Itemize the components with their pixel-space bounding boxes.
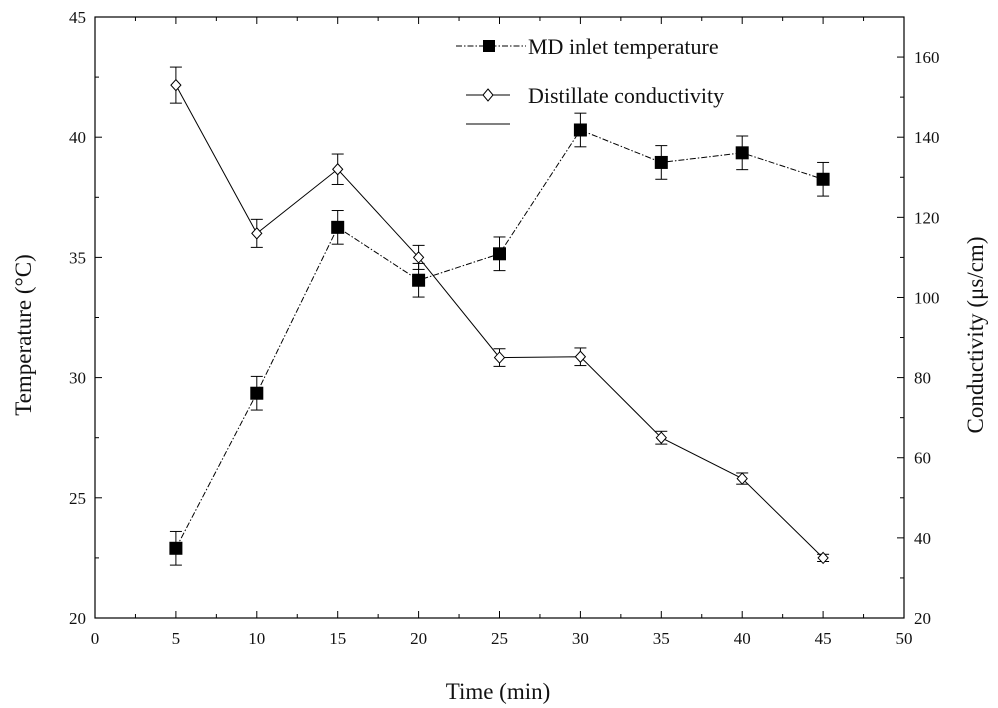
plot-frame (94, 16, 905, 619)
y-left-tick-label: 20 (69, 609, 86, 628)
y-right-tick-label: 60 (914, 449, 931, 468)
y-right-tick-label: 80 (914, 369, 931, 388)
legend-label-temperature: MD inlet temperature (528, 34, 719, 59)
y-axis-left: 20 25 30 35 40 45 (69, 8, 102, 628)
data-point-conductivity (736, 472, 748, 485)
data-point-temperature (735, 146, 749, 160)
y-left-tick-label: 25 (69, 489, 86, 508)
series-temperature (169, 112, 830, 566)
x-tick-label: 15 (329, 629, 346, 648)
data-point-temperature (493, 247, 506, 261)
y-right-tick-label: 40 (914, 529, 931, 548)
data-point-conductivity (655, 431, 667, 444)
data-point-temperature (250, 386, 264, 400)
plot-border (94, 16, 905, 619)
series-layer (169, 66, 830, 566)
x-tick-label: 40 (734, 629, 751, 648)
legend-label-conductivity: Distillate conductivity (528, 83, 724, 108)
y-left-tick-label: 30 (69, 369, 86, 388)
x-tick-label: 45 (815, 629, 832, 648)
series-line-conductivity (175, 84, 824, 559)
data-point-temperature (169, 541, 183, 555)
y-right-tick-label: 20 (914, 609, 931, 628)
data-point-conductivity (412, 251, 425, 264)
y-left-tick-label: 35 (69, 248, 86, 267)
y-axis-right-title: Conductivity (μs/cm) (963, 237, 988, 434)
series-line-temperature (175, 129, 824, 549)
legend-marker-temperature (483, 40, 495, 52)
x-axis: 0 5 10 15 20 25 30 35 40 45 50 (91, 17, 913, 648)
y-axis-left-title: Temperature (°C) (11, 254, 36, 415)
y-axis-right: 20 40 60 80 100 120 140 160 (897, 16, 940, 628)
data-point-temperature (412, 273, 426, 287)
x-tick-label: 30 (572, 629, 589, 648)
x-axis-title: Time (min) (446, 679, 551, 704)
y-left-tick-label: 45 (69, 8, 86, 27)
data-point-conductivity (332, 163, 344, 176)
y-right-tick-label: 120 (914, 208, 940, 227)
data-point-conductivity (170, 78, 182, 92)
y-right-tick-label: 160 (914, 48, 940, 67)
x-tick-label: 0 (91, 629, 100, 648)
data-point-conductivity (493, 351, 506, 364)
x-tick-label: 25 (491, 629, 508, 648)
x-tick-label: 35 (653, 629, 670, 648)
data-point-temperature (331, 220, 345, 234)
x-tick-label: 50 (896, 629, 913, 648)
data-point-conductivity (251, 227, 263, 240)
data-point-conductivity (817, 551, 829, 565)
y-right-tick-label: 140 (914, 128, 940, 147)
legend: MD inlet temperature Distillate conducti… (456, 34, 724, 125)
y-left-tick-label: 40 (69, 128, 86, 147)
legend-marker-conductivity (482, 88, 494, 102)
data-point-temperature (573, 123, 587, 137)
data-point-temperature (654, 155, 668, 169)
data-point-conductivity (574, 350, 587, 364)
y-right-tick-label: 100 (914, 288, 940, 307)
x-tick-label: 5 (172, 629, 181, 648)
data-point-temperature (816, 172, 830, 186)
x-tick-label: 10 (248, 629, 265, 648)
series-conductivity (169, 66, 830, 565)
x-tick-label: 20 (410, 629, 427, 648)
